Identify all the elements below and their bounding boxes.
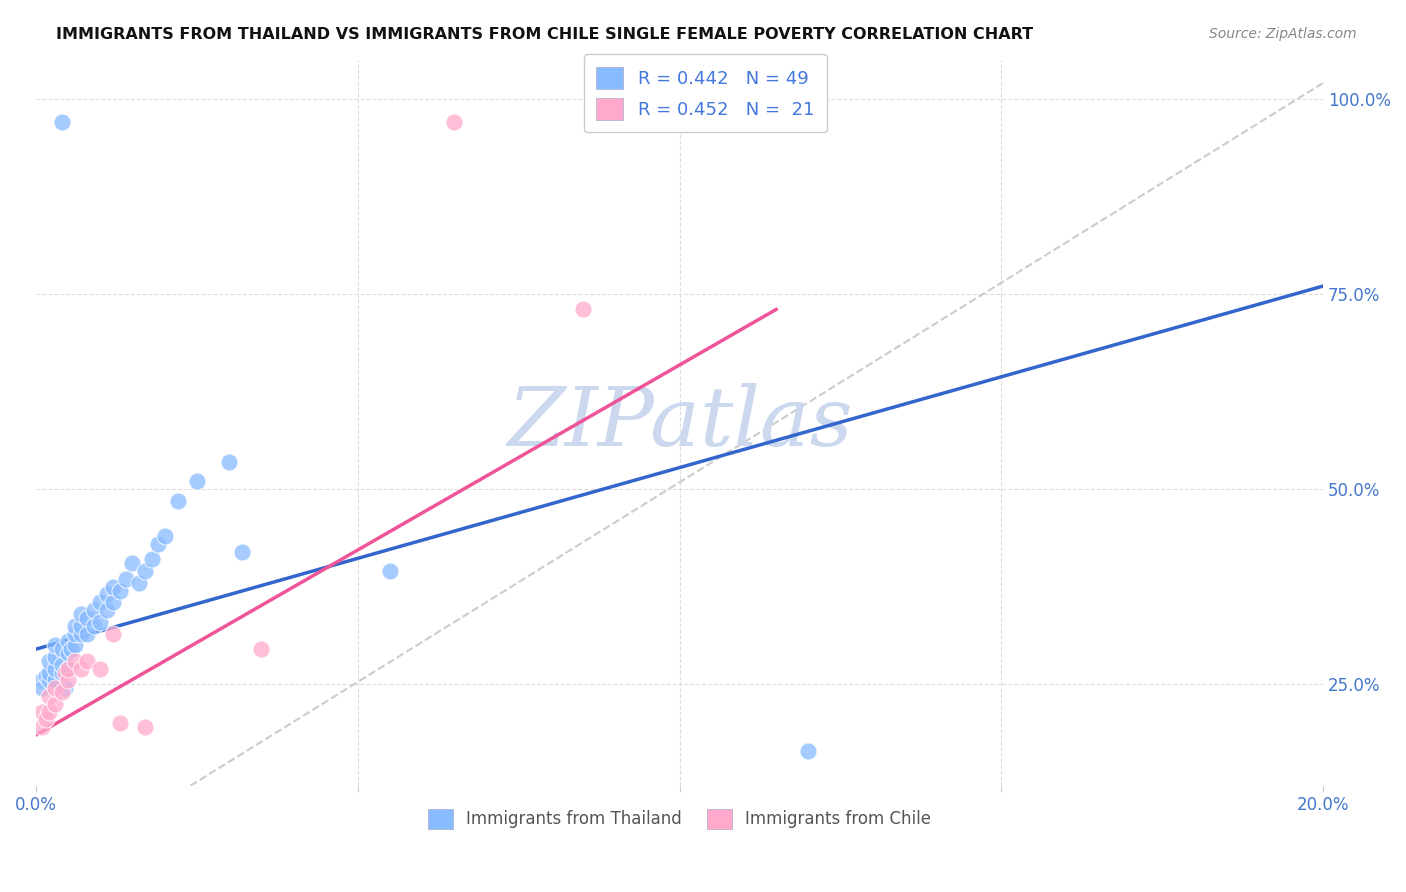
Point [76, 611, 98, 625]
Legend: Immigrants from Thailand, Immigrants from Chile: Immigrants from Thailand, Immigrants fro… [422, 802, 938, 836]
Point [51, 685, 73, 699]
Point [101, 626, 124, 640]
Point [38, 705, 60, 719]
Point [44, 681, 66, 696]
Point [44, 673, 66, 688]
Point [44, 697, 66, 711]
Point [96, 603, 118, 617]
Point [38, 673, 60, 688]
Point [76, 654, 98, 668]
Point [89, 662, 111, 676]
Point [218, 455, 240, 469]
Point [89, 615, 111, 629]
Point [44, 649, 66, 664]
Point [101, 580, 124, 594]
Point [572, 302, 595, 317]
Point [108, 716, 131, 731]
Point [134, 720, 156, 734]
Point [115, 572, 138, 586]
Point [51, 657, 73, 672]
Point [121, 556, 143, 570]
Point [63, 626, 86, 640]
Point [76, 626, 98, 640]
Point [51, 115, 73, 129]
Point [83, 618, 105, 632]
Text: Source: ZipAtlas.com: Source: ZipAtlas.com [1209, 27, 1357, 41]
Point [51, 642, 73, 657]
Point [56, 646, 79, 660]
Point [63, 618, 86, 632]
Point [101, 595, 124, 609]
Point [56, 673, 79, 688]
Point [31, 705, 53, 719]
Point [96, 587, 118, 601]
Point [378, 564, 401, 578]
Point [31, 673, 53, 688]
Point [70, 626, 93, 640]
Point [44, 662, 66, 676]
Point [60, 642, 83, 657]
Point [70, 662, 93, 676]
Point [128, 575, 150, 590]
Point [70, 607, 93, 621]
Point [38, 689, 60, 703]
Point [231, 544, 253, 558]
Point [108, 583, 131, 598]
Point [63, 638, 86, 652]
Point [83, 603, 105, 617]
Point [797, 744, 820, 758]
Point [38, 665, 60, 680]
Point [53, 681, 76, 696]
Point [31, 720, 53, 734]
Point [44, 638, 66, 652]
Point [443, 115, 465, 129]
Point [70, 618, 93, 632]
Point [134, 564, 156, 578]
Point [148, 537, 170, 551]
Point [141, 552, 163, 566]
Point [250, 642, 273, 657]
Point [56, 662, 79, 676]
Point [56, 634, 79, 648]
Point [166, 493, 188, 508]
Point [153, 529, 176, 543]
Point [51, 665, 73, 680]
Point [34, 713, 56, 727]
Text: IMMIGRANTS FROM THAILAND VS IMMIGRANTS FROM CHILE SINGLE FEMALE POVERTY CORRELAT: IMMIGRANTS FROM THAILAND VS IMMIGRANTS F… [56, 27, 1033, 42]
Point [56, 662, 79, 676]
Point [31, 681, 53, 696]
Text: ZIPatlas: ZIPatlas [506, 383, 852, 463]
Point [63, 654, 86, 668]
Point [38, 654, 60, 668]
Point [34, 669, 56, 683]
Point [53, 665, 76, 680]
Point [186, 475, 208, 489]
Point [89, 595, 111, 609]
